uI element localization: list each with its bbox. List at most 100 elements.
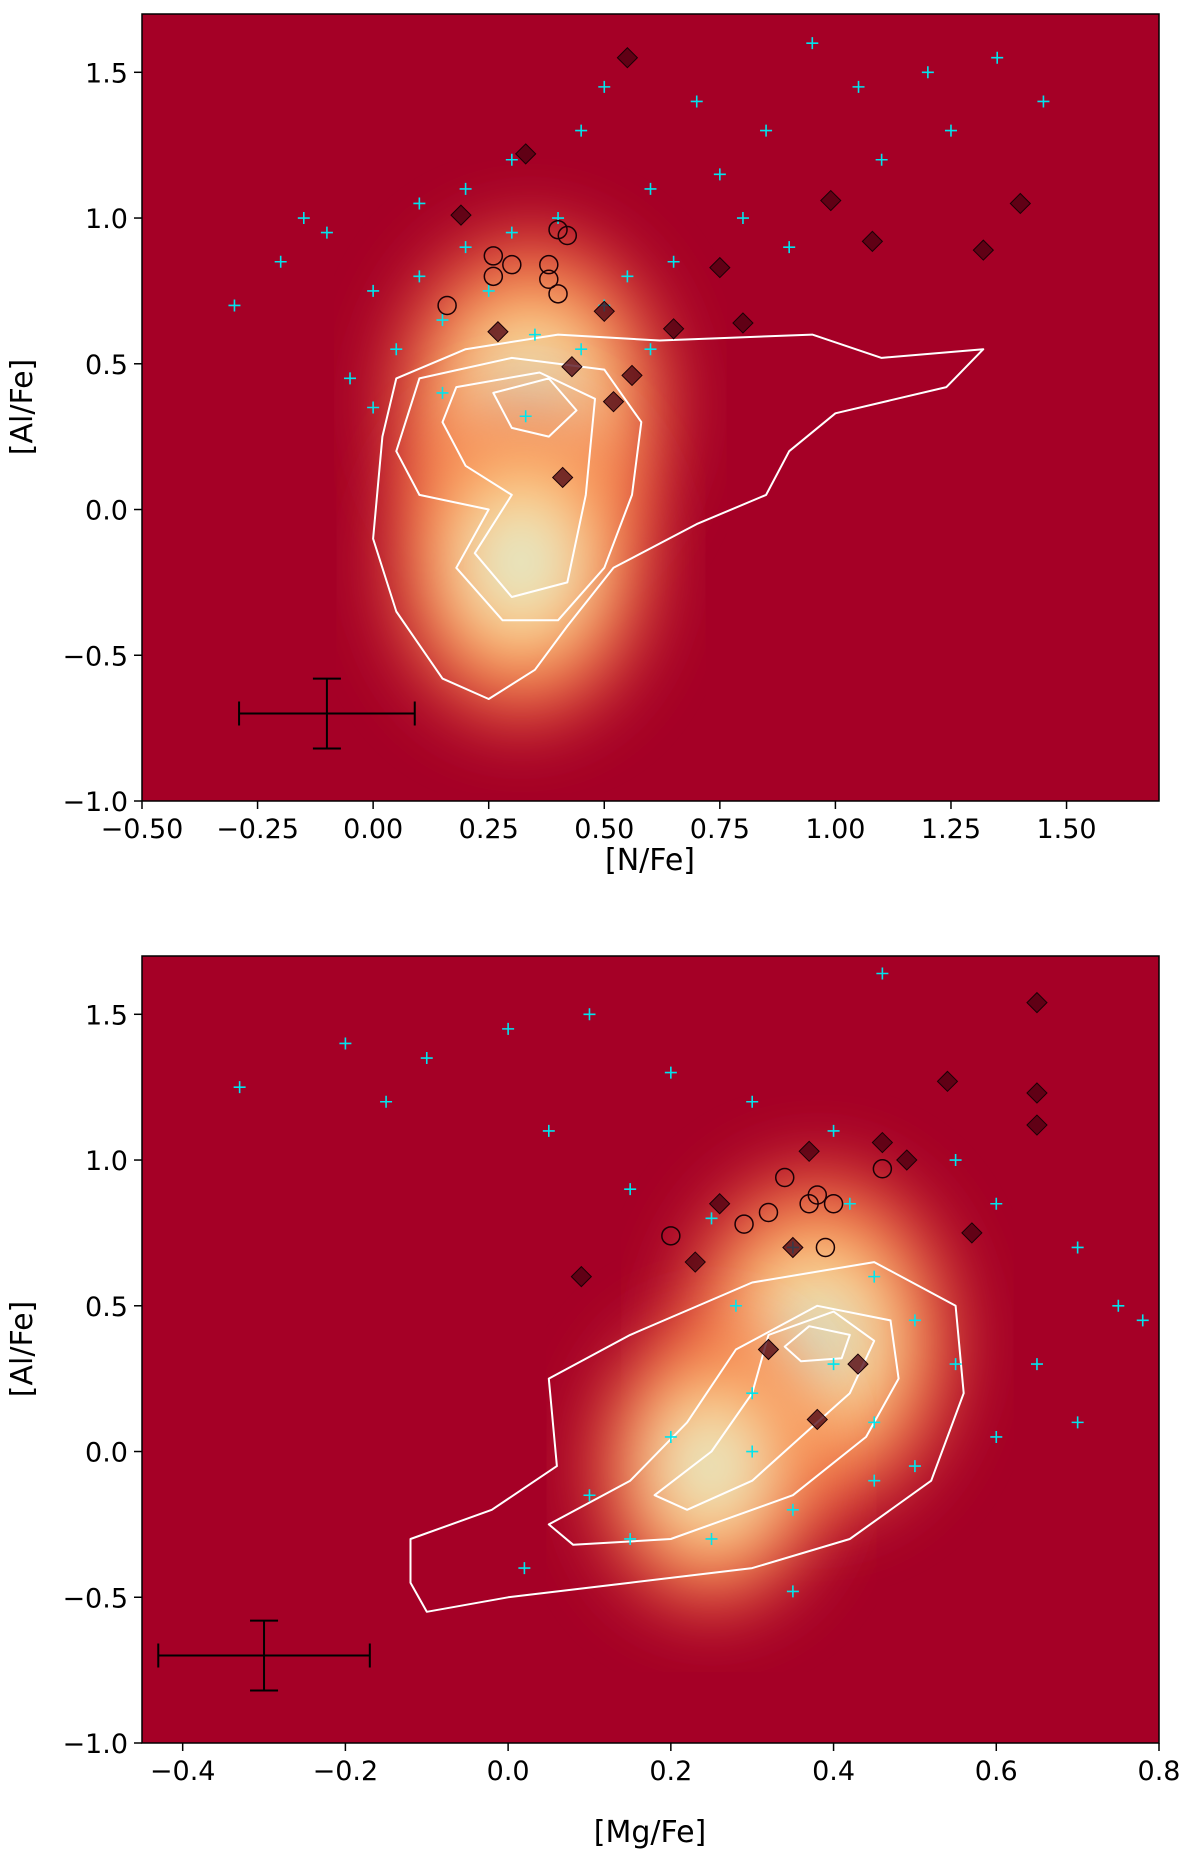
cross-point (990, 1430, 1003, 1443)
circle-point (437, 295, 457, 316)
diamond-point (936, 1070, 959, 1093)
diamond-point (514, 143, 537, 165)
cross-point (505, 153, 518, 166)
cross-point (786, 1585, 799, 1598)
circle-point (774, 1167, 795, 1188)
cross-point (664, 1430, 677, 1443)
cross-point (459, 182, 472, 195)
error-bar (238, 677, 416, 750)
circle-point (548, 284, 568, 304)
circle-point (502, 254, 522, 275)
cross-point (868, 1416, 881, 1429)
y-axis-label: [Al/Fe] (5, 359, 40, 455)
diamond-point (1026, 1114, 1048, 1136)
cross-point (705, 1212, 718, 1225)
cross-point (482, 284, 495, 297)
y-axis-ticks: −1.0 −0.5 0.0 0.5 1.0 1.5 (62, 1000, 142, 1760)
y-tick-label: −1.0 (62, 787, 128, 818)
cross-point (705, 1532, 718, 1545)
cross-point (944, 124, 957, 137)
cross-point (783, 241, 796, 254)
circle-point (557, 225, 578, 246)
cross-point (786, 1503, 799, 1516)
cross-point (746, 1095, 759, 1108)
diamond-point (757, 1338, 780, 1361)
cross-point (690, 95, 703, 108)
circle-points (437, 219, 578, 316)
chart-panel-bottom: −0.4 −0.2 0.0 0.2 0.4 0.6 0.8 −1.0 −0.5 0.0 0.5 1.… (5, 955, 1180, 1850)
y-tick-label: 0.5 (85, 1292, 128, 1323)
chart-panel-top: −0.50 −0.25 0.00 0.25 0.50 0.75 1.00 1.25 1.50 −… (5, 13, 1160, 878)
cross-point (583, 1008, 596, 1021)
x-tick-label: 1.25 (921, 814, 981, 845)
cross-point (233, 1081, 246, 1094)
cross-point (991, 51, 1004, 64)
cross-point (575, 124, 588, 137)
x-tick-label: −0.2 (313, 1756, 379, 1787)
diamond-point (621, 364, 643, 387)
cross-point (344, 372, 357, 385)
contour-line (372, 333, 985, 700)
y-tick-label: −0.5 (62, 1583, 128, 1614)
diamond-point (709, 256, 731, 279)
diamond-point (593, 300, 615, 323)
x-axis-label: [Mg/Fe] (594, 1815, 707, 1850)
x-tick-label: −0.50 (101, 814, 184, 845)
cross-point (713, 168, 726, 181)
contour-line (783, 1325, 851, 1363)
x-tick-label: 0.75 (690, 814, 750, 845)
error-bar (157, 1619, 371, 1692)
diamond-point (602, 390, 625, 413)
circle-point (807, 1185, 828, 1205)
x-tick-label: 0.0 (487, 1756, 530, 1787)
cross-point (876, 967, 889, 980)
diamond-point (1026, 1082, 1048, 1104)
circle-point (483, 266, 504, 287)
diamond-point (861, 230, 884, 253)
x-axis-ticks: −0.4 −0.2 0.0 0.2 0.4 0.6 0.8 (150, 1743, 1180, 1787)
x-tick-label: 0.2 (649, 1756, 692, 1787)
cross-point (583, 1489, 596, 1502)
cross-point (908, 1314, 921, 1327)
circle-point (758, 1202, 779, 1223)
cross-point (990, 1197, 1003, 1210)
diamond-point (684, 1251, 706, 1273)
cross-point (436, 314, 449, 327)
cross-point (1037, 95, 1050, 108)
cross-point (624, 1183, 637, 1196)
circle-point (734, 1214, 754, 1234)
cross-point (320, 226, 333, 239)
contour-line (492, 377, 578, 438)
cross-point (624, 1532, 637, 1545)
cross-point (664, 1066, 677, 1079)
error-bar-cross (157, 1619, 371, 1692)
diamond-point (961, 1222, 983, 1244)
contour-line (547, 1304, 900, 1546)
cross-point (542, 1124, 555, 1137)
cross-point (908, 1460, 921, 1473)
cross-points (228, 37, 1050, 423)
cross-point (380, 1095, 393, 1108)
x-tick-label: 0.6 (975, 1756, 1018, 1787)
cross-point (746, 1445, 759, 1458)
circle-point (539, 269, 559, 289)
cross-point (1136, 1314, 1149, 1327)
x-tick-label: 1.50 (1036, 814, 1096, 845)
y-tick-label: 0.0 (85, 1438, 128, 1469)
cross-point (729, 1299, 742, 1312)
cross-point (528, 328, 541, 341)
cross-point (274, 255, 287, 268)
diamond-point (708, 1193, 731, 1215)
diamond-point (561, 355, 583, 378)
cross-point (367, 401, 380, 414)
cross-point (949, 1154, 962, 1167)
diamond-point (871, 1131, 894, 1154)
diamond-point (847, 1353, 869, 1375)
circle-point (661, 1226, 681, 1246)
circle-point (815, 1237, 836, 1258)
diamond-point (570, 1265, 593, 1288)
density-contours (409, 1261, 965, 1613)
cross-point (339, 1037, 352, 1050)
density-peak (593, 1319, 830, 1614)
y-tick-label: 0.5 (85, 350, 128, 381)
